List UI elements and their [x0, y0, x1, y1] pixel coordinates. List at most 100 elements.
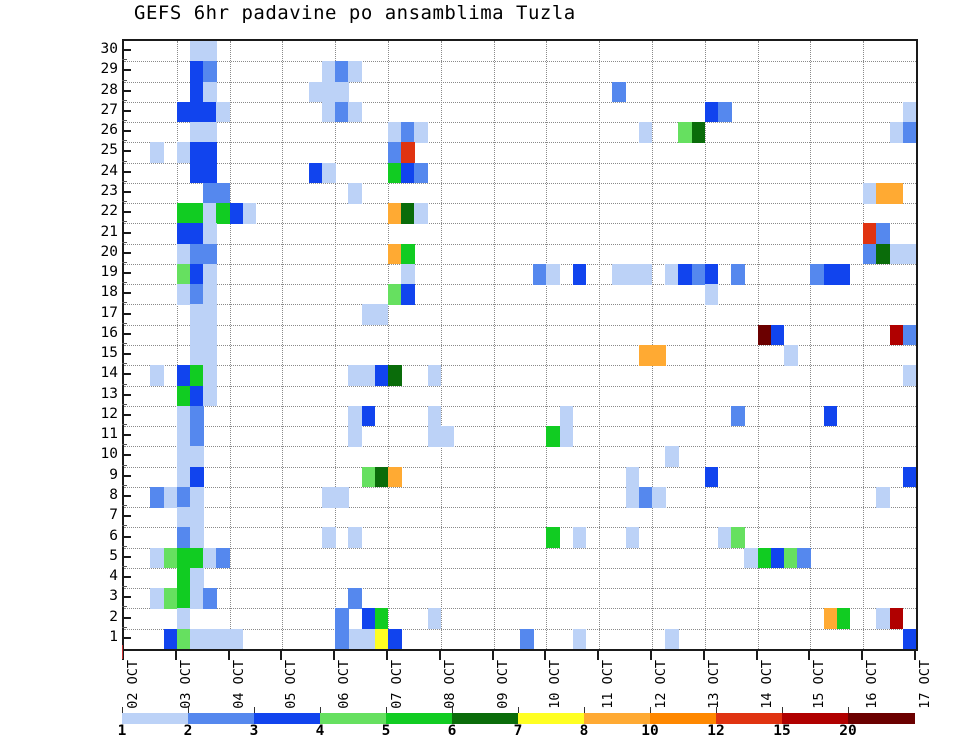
heatmap-cell — [401, 142, 415, 163]
y-axis-labels: 1 2 3 4 5 6 7 8 9 10 11 12 13 14 15 16 17 18 19 20 21 22 23 24 2… — [88, 39, 118, 651]
heatmap-cell — [322, 162, 336, 184]
heatmap-cell — [652, 345, 666, 366]
heatmap-cell — [203, 223, 217, 245]
heatmap-cell — [546, 263, 560, 285]
x-tick-label: 08 OCT — [441, 660, 458, 709]
x-axis-ticks — [122, 651, 918, 661]
heatmap-cell — [190, 365, 204, 386]
heatmap-cell — [216, 203, 230, 224]
heatmap-cell — [625, 466, 640, 488]
y-tick-minor-mark — [122, 505, 127, 507]
x-tick-label: 06 OCT — [336, 660, 353, 709]
heatmap-cell — [190, 345, 204, 366]
heatmap-cell — [150, 486, 164, 508]
grid-line-horizontal — [124, 324, 916, 326]
heatmap-cell — [163, 588, 178, 609]
heatmap-cell — [770, 547, 785, 569]
heatmap-cell — [335, 101, 349, 123]
colorbar-segment — [716, 713, 783, 724]
heatmap-cell — [150, 142, 164, 163]
y-tick-mark — [122, 312, 131, 315]
heatmap-cell — [625, 263, 640, 285]
grid-line-horizontal — [124, 182, 916, 184]
colorbar-segment — [188, 713, 255, 724]
y-tick-mark — [122, 150, 131, 153]
x-tick-mark — [914, 651, 916, 660]
y-tick-mark — [122, 474, 131, 477]
heatmap-cell — [876, 243, 890, 265]
colorbar-tick-label: 10 — [641, 723, 659, 739]
colorbar-tick-label: 8 — [579, 723, 589, 739]
heatmap-cell — [810, 263, 824, 285]
heatmap-cell — [203, 588, 217, 609]
heatmap-cell — [863, 223, 877, 245]
heatmap-cell — [625, 486, 640, 508]
y-tick-mark — [122, 49, 131, 52]
heatmap-cell — [190, 567, 204, 589]
y-axis-ticks — [122, 39, 132, 651]
heatmap-cell — [348, 527, 362, 549]
heatmap-cell — [190, 304, 204, 326]
heatmap-cell — [361, 608, 376, 630]
heatmap-cell — [718, 527, 732, 549]
heatmap-cell — [203, 243, 217, 265]
heatmap-cell — [176, 365, 191, 386]
y-tick-minor-mark — [122, 241, 127, 243]
y-tick-label: 9 — [109, 466, 118, 483]
grid-line-horizontal — [124, 61, 916, 63]
heatmap-cell — [190, 101, 204, 123]
heatmap-cell — [374, 608, 389, 630]
y-tick-label: 12 — [100, 405, 118, 422]
heatmap-cell — [823, 608, 838, 630]
heatmap-cell — [876, 608, 890, 630]
heatmap-cell — [889, 324, 904, 346]
y-tick-mark — [122, 69, 131, 72]
heatmap-cell — [176, 101, 191, 123]
heatmap-cell — [388, 365, 402, 386]
colorbar-tick-mark — [386, 707, 387, 713]
y-tick-minor-mark — [122, 525, 127, 527]
page-title: GEFS 6hr padavine po ansamblima Tuzla — [134, 2, 576, 24]
colorbar-tick-label: 6 — [447, 723, 457, 739]
heatmap-cell — [638, 263, 653, 285]
y-tick-minor-mark — [122, 221, 127, 223]
colorbar-labels: 1 2 3 4 5 6 7 8 10 12 15 20 — [118, 723, 918, 742]
heatmap-cell — [348, 426, 362, 447]
heatmap-cell — [190, 263, 204, 285]
heatmap-cell — [203, 81, 217, 103]
heatmap-cell — [665, 446, 679, 467]
heatmap-cell — [216, 628, 230, 649]
heatmap-cell — [704, 284, 719, 305]
heatmap-cell — [388, 243, 402, 265]
y-tick-minor-mark — [122, 282, 127, 284]
heatmap-cell — [902, 101, 916, 123]
colorbar-tick-mark — [254, 707, 255, 713]
y-tick-label: 8 — [109, 487, 118, 503]
heatmap-cell — [348, 628, 362, 649]
y-tick-label: 17 — [100, 304, 118, 321]
y-tick-mark — [122, 636, 131, 639]
heatmap-cell — [388, 142, 402, 163]
heatmap-cell — [652, 486, 666, 508]
heatmap-cell — [546, 426, 560, 447]
heatmap-cell — [902, 628, 916, 649]
heatmap-cell — [770, 324, 785, 346]
grid-line-horizontal — [124, 385, 916, 387]
grid-line-horizontal — [124, 284, 916, 286]
y-tick-minor-mark — [122, 424, 127, 426]
x-tick-label: 14 OCT — [758, 660, 775, 709]
heatmap-cell — [718, 101, 732, 123]
grid-line-horizontal — [124, 263, 916, 265]
heatmap-cell — [150, 588, 164, 609]
heatmap-cell — [678, 122, 692, 143]
heatmap-cell — [836, 608, 851, 630]
heatmap-cell — [190, 142, 204, 163]
heatmap-cell — [625, 527, 640, 549]
y-tick-minor-mark — [122, 545, 127, 547]
x-tick-label: 13 OCT — [705, 660, 722, 709]
grid-line-horizontal — [124, 243, 916, 245]
y-tick-label: 2 — [109, 608, 118, 625]
colorbar-segment — [452, 713, 519, 724]
y-tick-mark — [122, 211, 131, 214]
x-tick-mark — [122, 651, 124, 660]
